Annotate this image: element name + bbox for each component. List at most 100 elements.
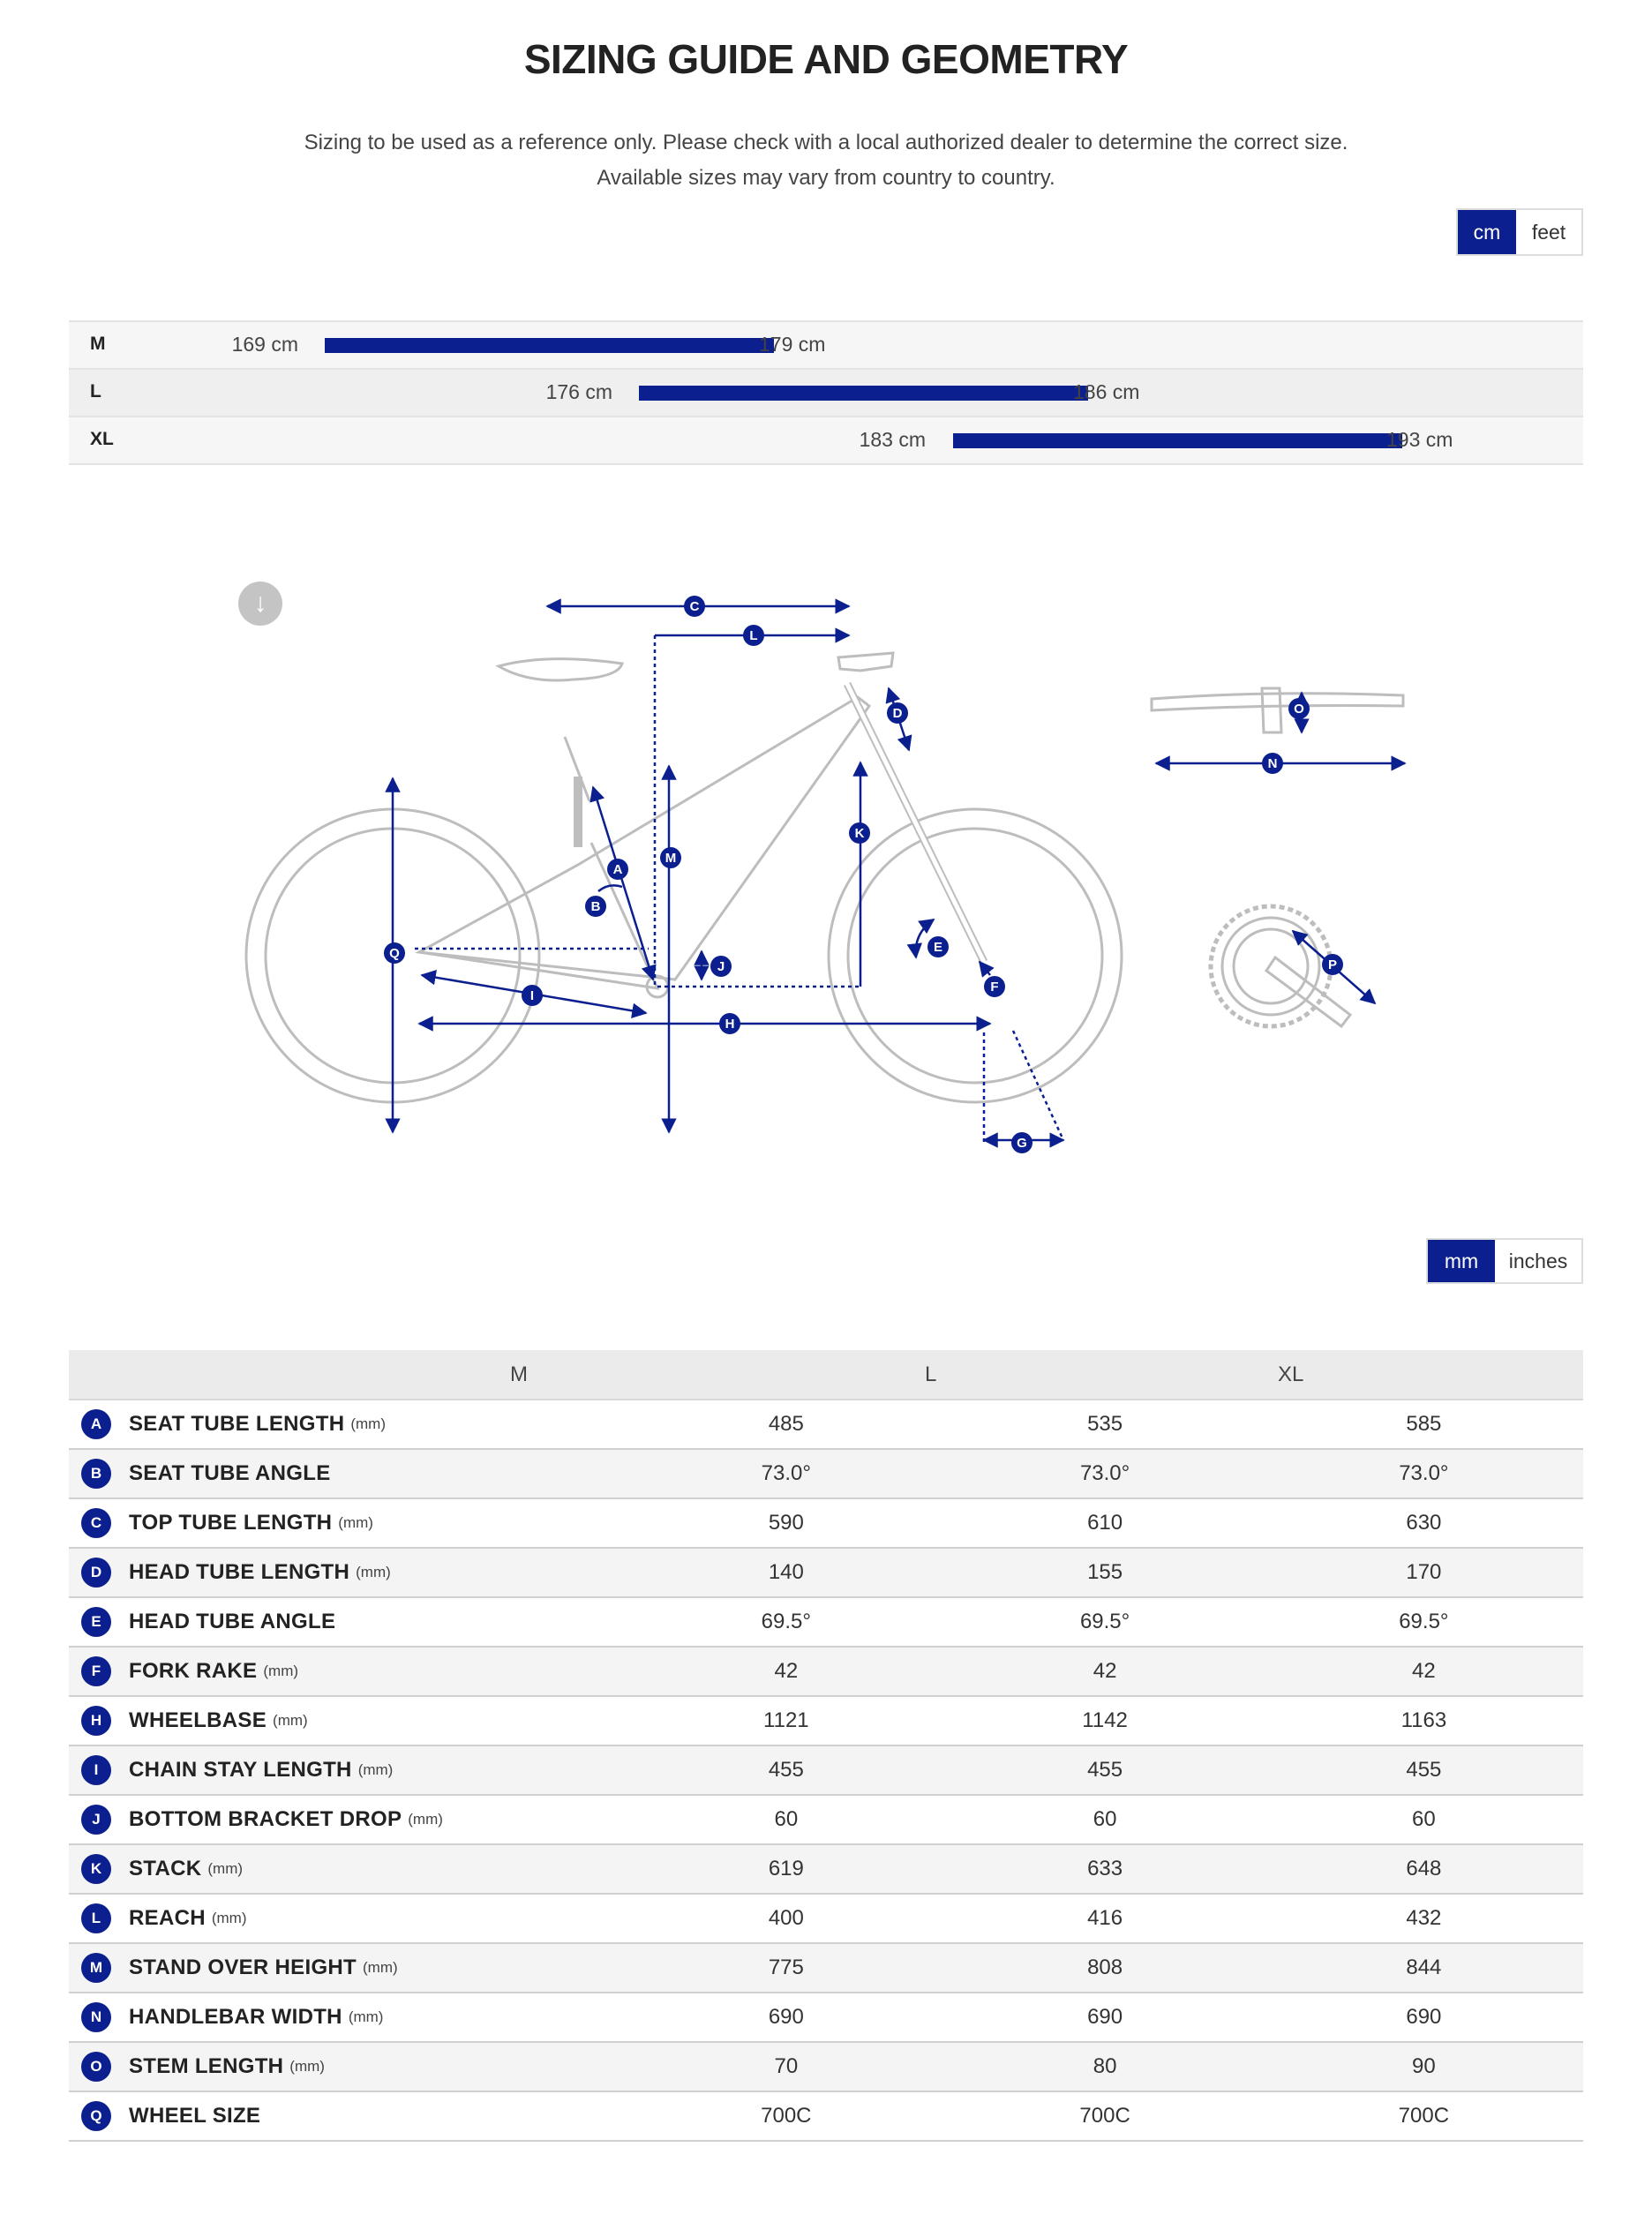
download-icon[interactable]: ↓ <box>238 582 282 626</box>
badge-e: E <box>927 936 949 957</box>
size-row-l: L 176 cm 186 cm <box>69 368 1583 416</box>
svg-text:J: J <box>717 959 725 974</box>
value-cell-m: 1121 <box>763 1708 809 1732</box>
badge-i: I <box>522 985 543 1006</box>
value-cell-xl: 844 <box>1406 1956 1442 1979</box>
value-cell-m: 590 <box>768 1511 804 1535</box>
parameter-letter-badge: J <box>81 1805 111 1835</box>
table-row: K STACK (mm) 619 633 648 <box>69 1845 1583 1895</box>
parameter-letter-badge: L <box>81 1903 111 1933</box>
geometry-table: M L XL A SEAT TUBE LENGTH (mm) 485 535 585 B SE… <box>69 1350 1583 2142</box>
unit-feet-button[interactable]: feet <box>1516 210 1581 254</box>
header-cell-m: M <box>510 1362 528 1386</box>
parameter-unit: (mm) <box>356 1564 391 1580</box>
bike-frame-drawing <box>244 651 1405 1104</box>
parameter-name-cell: D HEAD TUBE LENGTH (mm) <box>69 1558 627 1588</box>
svg-text:K: K <box>855 826 865 841</box>
value-cell-l: 416 <box>1087 1906 1123 1930</box>
size-range-bar <box>953 433 1403 448</box>
size-row-xl: XL 183 cm 193 cm <box>69 416 1583 465</box>
value-cell-m: 775 <box>768 1956 804 1979</box>
parameter-name-cell: F FORK RAKE (mm) <box>69 1656 627 1686</box>
table-row: C TOP TUBE LENGTH (mm) 590 610 630 <box>69 1499 1583 1549</box>
value-cell-m: 60 <box>774 1807 799 1831</box>
table-row: I CHAIN STAY LENGTH (mm) 455 455 455 <box>69 1746 1583 1796</box>
svg-text:N: N <box>1268 756 1278 771</box>
table-row: H WHEELBASE (mm) 1121 1142 1163 <box>69 1697 1583 1746</box>
svg-text:H: H <box>725 1017 735 1032</box>
value-cell-m: 690 <box>768 2005 804 2029</box>
value-cell-m: 619 <box>768 1857 804 1880</box>
subtitle-line-1: Sizing to be used as a reference only. P… <box>304 131 1348 154</box>
parameter-name: SEAT TUBE ANGLE <box>129 1461 331 1485</box>
parameter-unit: (mm) <box>357 1761 394 1778</box>
unit-inches-button[interactable]: inches <box>1495 1240 1581 1282</box>
svg-text:L: L <box>749 628 757 643</box>
size-row-m: M 169 cm 179 cm <box>69 320 1583 368</box>
size-label: M <box>90 334 106 354</box>
parameter-unit: (mm) <box>408 1811 443 1828</box>
badge-g: G <box>1011 1132 1032 1153</box>
value-cell-m: 70 <box>774 2054 799 2078</box>
value-cell-l: 808 <box>1087 1956 1123 1979</box>
badge-k: K <box>849 822 870 844</box>
size-range-bar <box>639 386 1089 401</box>
badge-m: M <box>660 847 681 868</box>
parameter-name: HEAD TUBE ANGLE <box>129 1610 336 1633</box>
size-range-bar <box>324 338 774 353</box>
parameter-letter-badge: F <box>81 1656 111 1686</box>
unit-cm-button[interactable]: cm <box>1458 210 1516 254</box>
size-min-label: 176 cm <box>545 380 612 403</box>
value-cell-xl: 648 <box>1406 1857 1442 1880</box>
parameter-letter-badge: M <box>81 1953 111 1983</box>
parameter-letter-badge: I <box>81 1755 111 1785</box>
dimension-lines <box>385 598 1407 1148</box>
parameter-name: HANDLEBAR WIDTH <box>129 2005 342 2029</box>
value-cell-m: 400 <box>768 1906 804 1930</box>
size-max-label: 193 cm <box>1386 428 1453 451</box>
size-max-label: 186 cm <box>1073 380 1140 403</box>
value-cell-l: 700C <box>1079 2104 1130 2128</box>
parameter-name: CHAIN STAY LENGTH <box>129 1758 352 1782</box>
value-cell-xl: 73.0° <box>1399 1461 1449 1485</box>
svg-text:P: P <box>1328 957 1337 972</box>
value-cell-l: 60 <box>1093 1807 1117 1831</box>
value-cell-xl: 60 <box>1412 1807 1436 1831</box>
table-row: J BOTTOM BRACKET DROP (mm) 60 60 60 <box>69 1796 1583 1845</box>
length-unit-toggle: mm inches <box>1426 1238 1583 1284</box>
parameter-name: TOP TUBE LENGTH <box>129 1511 333 1535</box>
value-cell-l: 690 <box>1087 2005 1123 2029</box>
value-cell-xl: 42 <box>1412 1659 1436 1683</box>
badge-c: C <box>684 596 705 617</box>
parameter-unit: (mm) <box>350 1415 387 1432</box>
size-label: L <box>90 381 101 402</box>
badge-l: L <box>743 625 764 646</box>
parameter-name-cell: A SEAT TUBE LENGTH (mm) <box>69 1409 627 1439</box>
table-row: A SEAT TUBE LENGTH (mm) 485 535 585 <box>69 1400 1583 1450</box>
value-cell-xl: 690 <box>1406 2005 1442 2029</box>
table-row: L REACH (mm) 400 416 432 <box>69 1895 1583 1944</box>
rider-height-chart: M 169 cm 179 cm L 176 cm 186 cm XL 183 c… <box>69 320 1583 465</box>
parameter-unit: (mm) <box>363 1959 398 1976</box>
table-row: Q WHEEL SIZE 700C 700C 700C <box>69 2092 1583 2142</box>
badge-f: F <box>984 976 1005 997</box>
svg-text:D: D <box>893 706 903 721</box>
value-cell-m: 700C <box>761 2104 812 2128</box>
parameter-letter-badge: A <box>81 1409 111 1439</box>
parameter-letter-badge: O <box>81 2052 111 2082</box>
value-cell-xl: 585 <box>1406 1412 1442 1436</box>
unit-mm-button[interactable]: mm <box>1428 1240 1495 1282</box>
parameter-unit: (mm) <box>348 2008 384 2025</box>
parameter-name: STEM LENGTH <box>129 2054 284 2078</box>
svg-text:Q: Q <box>389 946 400 961</box>
svg-text:O: O <box>1294 702 1304 717</box>
svg-text:C: C <box>690 599 700 614</box>
parameter-unit: (mm) <box>273 1712 308 1729</box>
parameter-name-cell: H WHEELBASE (mm) <box>69 1706 627 1736</box>
geometry-table-body: A SEAT TUBE LENGTH (mm) 485 535 585 B SEAT TUBE… <box>69 1400 1583 2142</box>
parameter-name-cell: O STEM LENGTH (mm) <box>69 2052 627 2082</box>
badge-q: Q <box>384 942 405 964</box>
table-row: M STAND OVER HEIGHT (mm) 775 808 844 <box>69 1944 1583 1993</box>
table-row: N HANDLEBAR WIDTH (mm) 690 690 690 <box>69 1993 1583 2043</box>
value-cell-m: 485 <box>768 1412 804 1436</box>
